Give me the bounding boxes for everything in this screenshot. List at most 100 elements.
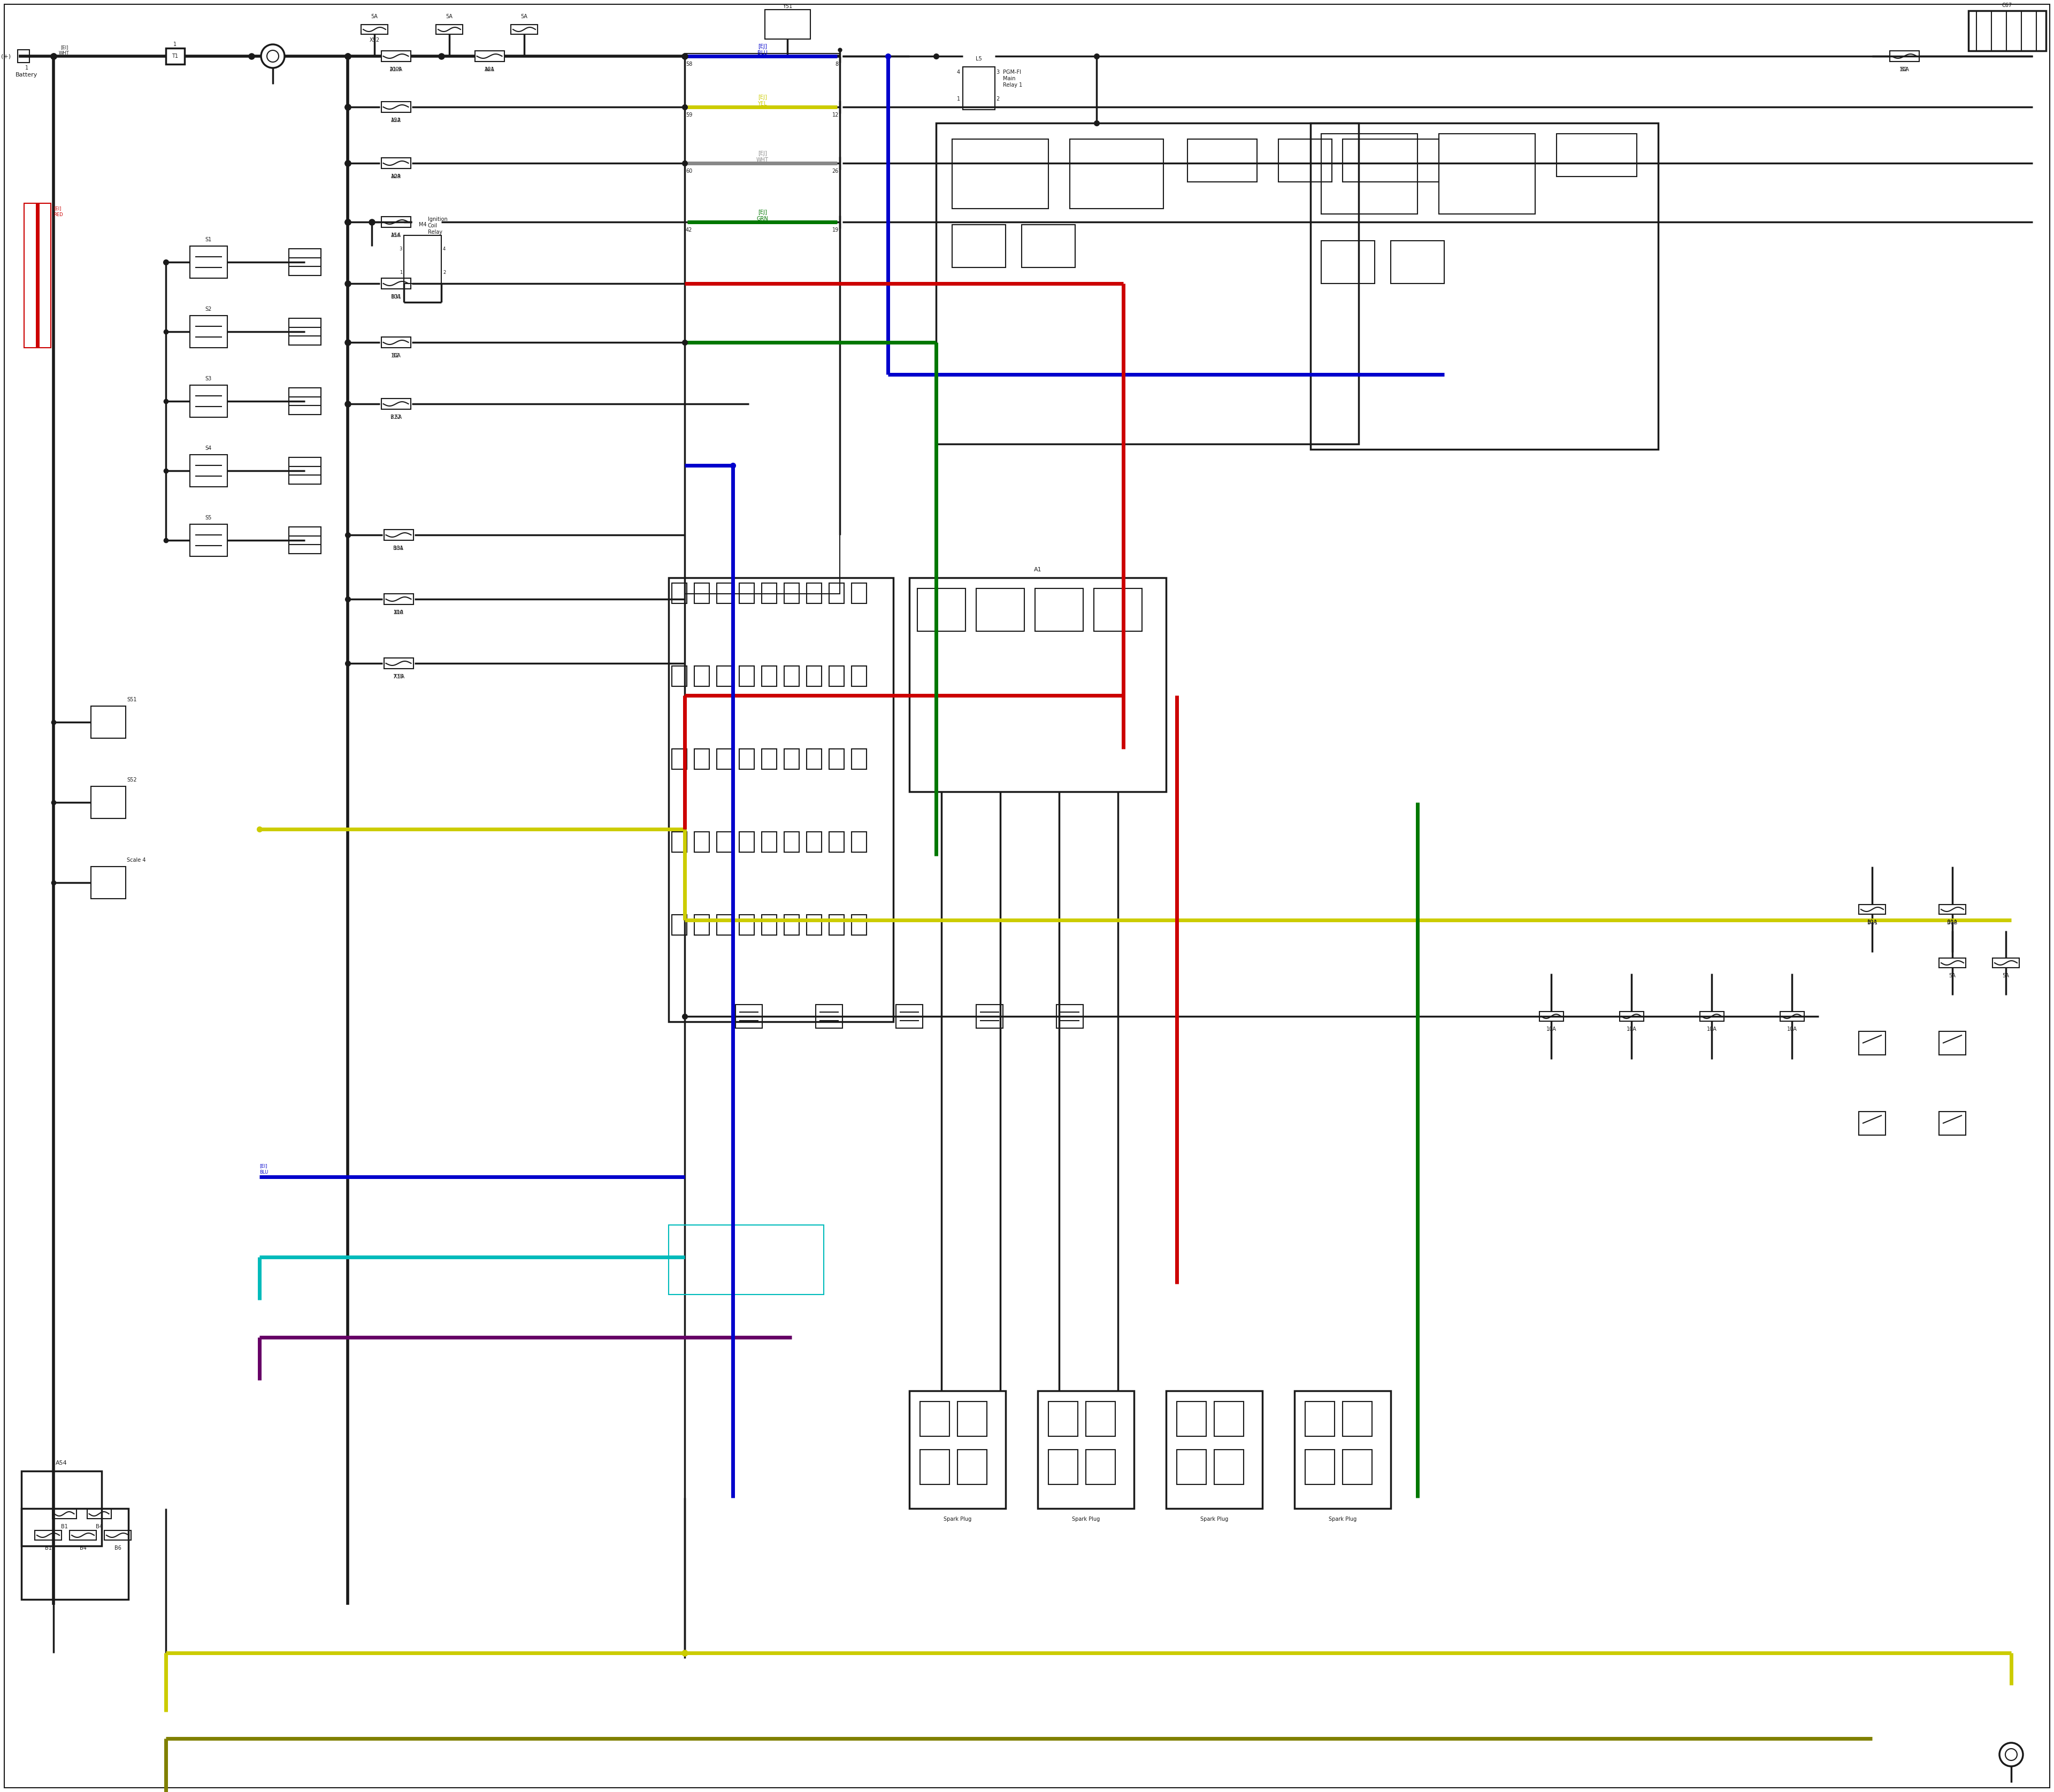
Text: WHT: WHT [60,52,70,56]
Bar [86,1509,111,1518]
Bar [21,1509,127,1600]
Text: B12: B12 [1947,919,1957,925]
Text: 59: 59 [686,113,692,118]
Bar [830,749,844,769]
Bar [852,582,867,604]
Bar [815,1005,842,1029]
Bar [189,525,228,556]
Bar [830,582,844,604]
Bar [18,50,29,63]
Bar [1440,134,1534,213]
Bar [785,831,799,853]
Text: 4: 4 [444,246,446,251]
Text: [EI]: [EI] [53,206,62,211]
Text: 15A: 15A [390,233,401,238]
Bar [1859,905,1886,914]
Bar [1939,1032,1966,1055]
Text: 19: 19 [832,228,838,233]
Circle shape [267,50,279,63]
Bar [672,667,686,686]
Bar [762,914,776,935]
Bar [684,54,840,593]
Text: 5A: 5A [372,14,378,20]
Text: [EJ]: [EJ] [758,210,766,215]
Bar [382,50,411,61]
Bar [35,1530,62,1539]
Bar [382,337,411,348]
Text: Main: Main [1002,75,1015,81]
Text: Coil: Coil [427,222,438,228]
Text: 10A: 10A [1547,1027,1557,1032]
Bar [807,667,822,686]
Text: Spark Plug: Spark Plug [1329,1516,1356,1521]
Bar [384,530,413,539]
Text: A29: A29 [390,174,401,179]
Bar [764,9,811,39]
Text: YEL: YEL [758,100,766,106]
Bar [830,914,844,935]
Bar [739,749,754,769]
Bar [694,749,709,769]
Text: 2: 2 [996,97,1000,102]
Bar [762,667,776,686]
Text: 100A: 100A [388,66,403,72]
Bar [735,1005,762,1029]
Bar [717,749,731,769]
Bar [1294,1391,1391,1509]
Bar [25,202,51,348]
Text: Spark Plug: Spark Plug [1200,1516,1228,1521]
Bar [910,1391,1006,1509]
Bar [739,831,754,853]
Text: 10A: 10A [390,174,401,179]
Bar [290,319,320,346]
Text: PGM-FI: PGM-FI [1002,70,1021,75]
Circle shape [2005,1749,2017,1760]
Bar [1992,959,2019,968]
Text: BLU: BLU [259,1170,269,1176]
Text: 1: 1 [957,97,959,102]
Bar [953,224,1006,267]
Bar [1343,1401,1372,1435]
Bar [1087,1401,1115,1435]
Bar [957,1450,986,1484]
Text: Scale 4: Scale 4 [127,858,146,862]
Bar [1557,134,1637,177]
Bar [672,749,686,769]
Bar [717,582,731,604]
Text: Spark Plug: Spark Plug [1072,1516,1099,1521]
Text: Spark Plug: Spark Plug [943,1516,972,1521]
Bar [1343,140,1440,181]
Text: B1: B1 [62,1523,68,1529]
Bar [717,667,731,686]
Text: 10A: 10A [1707,1027,1717,1032]
Text: 10A: 10A [1900,66,1910,72]
Bar [957,1401,986,1435]
Text: B31: B31 [390,294,401,299]
Text: Relay: Relay [427,229,442,235]
Bar [382,398,411,409]
Text: 5A: 5A [1949,973,1955,978]
Bar [807,749,822,769]
Bar [290,387,320,414]
Text: 3: 3 [398,246,403,251]
Text: 10A: 10A [1867,919,1877,925]
Bar [90,787,125,819]
Bar [1177,1401,1206,1435]
Bar [739,667,754,686]
Text: B22: B22 [390,414,401,419]
Bar [762,582,776,604]
Bar [739,914,754,935]
Text: S52: S52 [127,778,138,783]
Bar [1177,1450,1206,1484]
Bar [672,582,686,604]
Text: [EI]: [EI] [60,45,68,50]
Text: GRN: GRN [756,217,768,222]
Bar [694,582,709,604]
Text: Battery: Battery [16,72,37,77]
Circle shape [1999,1744,2023,1767]
Text: Y51: Y51 [783,4,793,9]
Text: M4: M4 [419,222,427,228]
Bar [1619,1011,1643,1021]
Text: B2: B2 [1900,66,1908,72]
Bar [1391,240,1444,283]
